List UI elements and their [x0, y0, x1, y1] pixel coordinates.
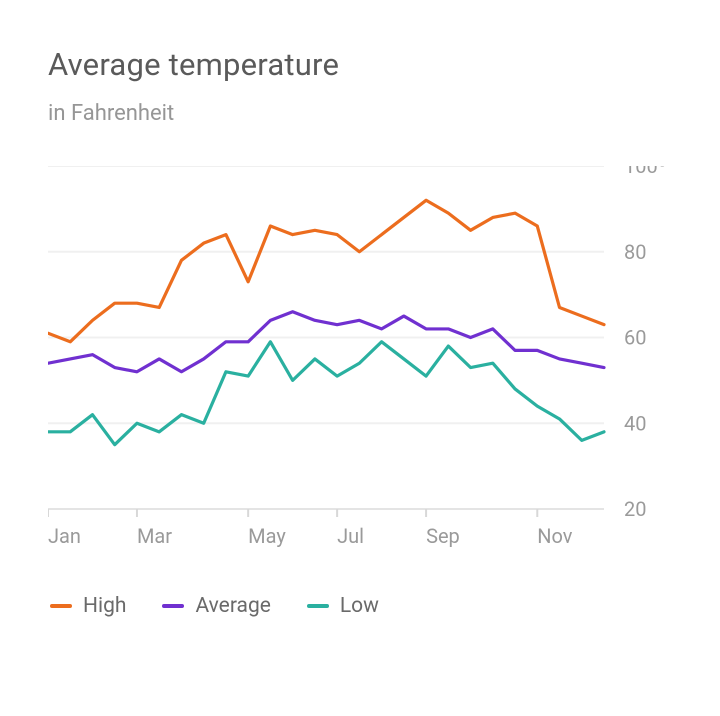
- y-tick-label: 100º: [624, 166, 667, 178]
- series-low: [48, 342, 604, 445]
- x-tick-label: Nov: [537, 524, 573, 548]
- legend-label-low: Low: [340, 594, 379, 618]
- temperature-line-chart: 20 40 60 80 100º Jan Mar May Jul Sep Nov: [48, 166, 680, 556]
- legend-item-high: High: [50, 594, 126, 618]
- x-tick-label: Jul: [337, 524, 364, 548]
- legend-label-high: High: [83, 594, 126, 618]
- legend-swatch-high: [50, 604, 72, 608]
- chart-subtitle: in Fahrenheit: [48, 101, 680, 126]
- chart-legend: High Average Low: [50, 594, 680, 618]
- y-tick-label: 20: [624, 497, 646, 521]
- y-tick-label: 40: [624, 411, 646, 435]
- chart-title: Average temperature: [48, 46, 680, 83]
- x-tick-label: Jan: [48, 524, 81, 548]
- series-average: [48, 312, 604, 372]
- chart-canvas: 20 40 60 80 100º Jan Mar May Jul Sep Nov: [48, 166, 680, 556]
- y-tick-label: 80: [624, 240, 646, 264]
- x-tick-label: Sep: [426, 524, 460, 548]
- y-tick-label: 60: [624, 326, 646, 350]
- legend-swatch-average: [162, 604, 184, 608]
- legend-item-low: Low: [307, 594, 379, 618]
- series-high: [48, 200, 604, 341]
- x-tick-label: Mar: [137, 524, 172, 548]
- legend-item-average: Average: [162, 594, 270, 618]
- legend-swatch-low: [307, 604, 329, 608]
- x-tick-label: May: [248, 524, 286, 548]
- legend-label-average: Average: [195, 594, 270, 618]
